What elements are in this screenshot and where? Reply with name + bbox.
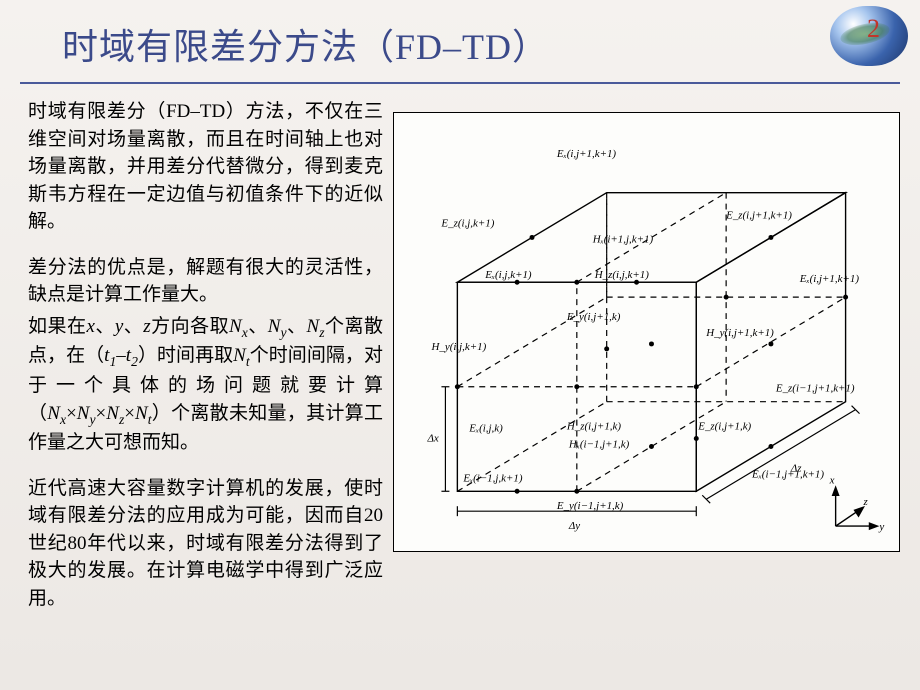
axis-z: z [863, 496, 869, 508]
page-title: 时域有限差分方法（FD–TD） [62, 18, 920, 70]
lbl-12: Eₓ(i,j,k) [468, 423, 503, 435]
paragraph-1: 时域有限差分（FD–TD）方法，不仅在三维空间对场量离散，而且在时间轴上也对场量… [28, 98, 383, 236]
title-latin: FD–TD [395, 27, 512, 67]
lbl-14: Hₓ(i−1,j+1,k) [568, 438, 630, 450]
lbl-3: Hₓ(i+1,j,k+1) [592, 233, 654, 245]
page-number: 2 [867, 14, 880, 44]
lbl-8: H_y(i,j,k+1) [430, 341, 486, 353]
title-part-a: 时域有限差分方法（ [62, 27, 395, 67]
label-dx: Δx [427, 433, 439, 445]
lbl-15: E_z(i,j+1,k) [697, 421, 751, 433]
lbl-10: H_y(i,j+1,k+1) [705, 327, 774, 339]
title-part-b: ） [512, 27, 549, 67]
lbl-7: Eₓ(i,j+1,k+1) [799, 273, 860, 285]
lbl-4: Eₓ(i,j,k+1) [484, 269, 532, 281]
paragraph-4: 近代高速大容量数字计算机的发展，使时域有限差分法的应用成为可能，因而自20世纪8… [28, 475, 383, 613]
lbl-16: Eₓ(i−1,j,k+1) [462, 472, 523, 484]
slide-header: 2 时域有限差分方法（FD–TD） [0, 0, 920, 80]
lbl-9: E_y(i,j+1,k) [566, 311, 621, 323]
lbl-2: E_z(i,j,k+1) [440, 217, 494, 229]
lbl-11: E_z(i−1,j+1,k+1) [775, 383, 855, 395]
paragraph-2: 差分法的优点是，解题有很大的灵活性，缺点是计算工作量大。 [28, 254, 383, 309]
lbl-18: E_y(i−1,j+1,k) [556, 500, 624, 512]
lbl-5: H_z(i,j,k+1) [594, 269, 650, 281]
axis-y: y [878, 521, 884, 533]
paragraph-3: 如果在x、y、z方向各取Nx、Ny、Nz个离散点，在（t1–t2）时间再取Nt个… [28, 313, 383, 457]
lbl-13: H_z(i,j+1,k) [566, 421, 622, 433]
yee-cell-figure: Δx Δy Δz x y z Eₓ(i,j+1,k+1) E_z(i,j,k+1… [393, 112, 900, 552]
lbl-1: Eₓ(i,j+1,k+1) [556, 148, 617, 160]
text-column: 时域有限差分（FD–TD）方法，不仅在三维空间对场量离散，而且在时间轴上也对场量… [28, 98, 383, 631]
axis-x: x [829, 474, 835, 486]
content-area: 时域有限差分（FD–TD）方法，不仅在三维空间对场量离散，而且在时间轴上也对场量… [0, 84, 920, 631]
lbl-6: E_z(i,j+1,k+1) [725, 210, 792, 222]
lbl-17: Eₓ(i−1,j+1,k+1) [751, 468, 824, 480]
label-dy: Δy [568, 520, 580, 532]
